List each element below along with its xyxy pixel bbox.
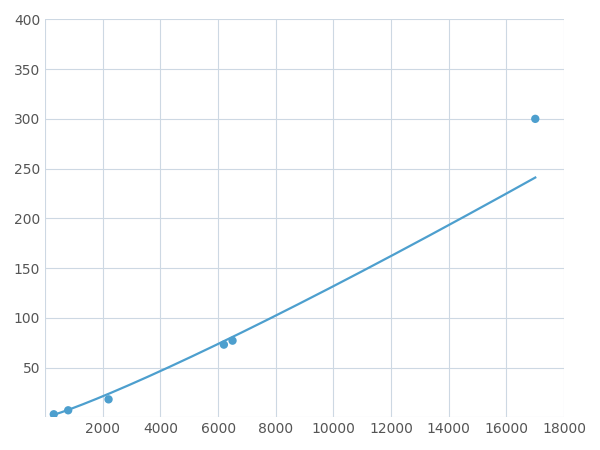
Point	[64, 407, 73, 414]
Point	[104, 396, 113, 403]
Point	[530, 115, 540, 122]
Point	[49, 411, 59, 418]
Point	[228, 337, 238, 344]
Point	[219, 341, 229, 348]
